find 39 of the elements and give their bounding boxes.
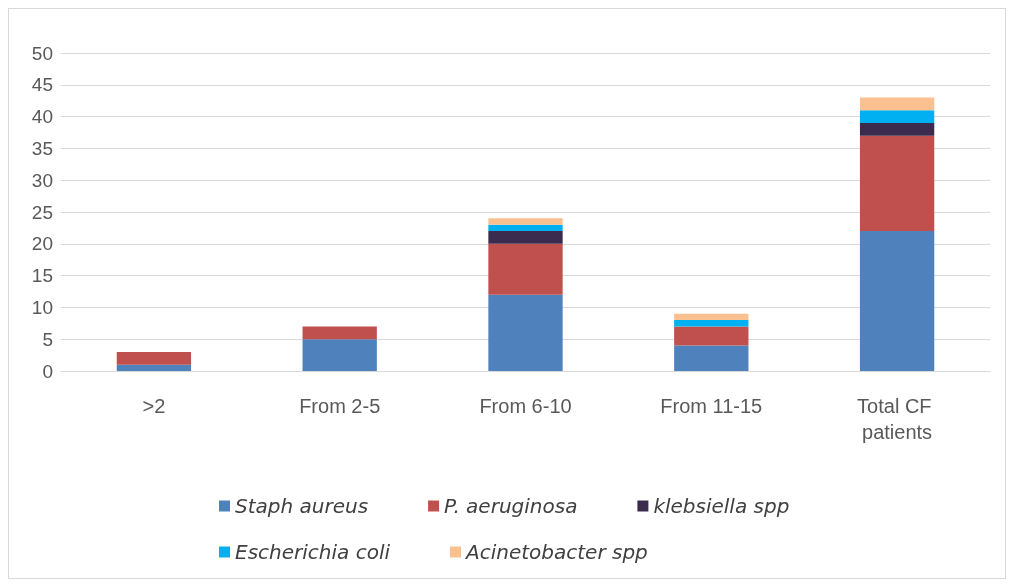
bar <box>859 97 935 111</box>
bar <box>859 110 935 123</box>
x-tick-label: >2 <box>142 395 166 417</box>
x-tick-label: From 11-15 <box>660 395 763 417</box>
bar <box>674 313 749 321</box>
x-tick-label: From 2-5 <box>299 395 381 417</box>
bar <box>674 320 749 327</box>
x-tick-label: From 6-10 <box>479 395 572 417</box>
legend-label: Staph aureus <box>235 494 369 518</box>
bar <box>488 294 563 371</box>
bar <box>488 218 563 225</box>
legend-label: Escherichia coli <box>235 540 391 564</box>
y-tick-label: 20 <box>31 233 53 255</box>
bar <box>488 231 563 244</box>
y-tick-label: 5 <box>42 328 53 350</box>
bar <box>116 364 192 371</box>
y-tick-label: 0 <box>42 360 53 382</box>
legend-label: Acinetobacter spp <box>464 540 648 564</box>
bar <box>116 351 192 365</box>
bar <box>674 326 749 346</box>
y-tick-label: 25 <box>31 201 53 223</box>
y-tick-label: 50 <box>31 42 53 64</box>
bar <box>302 339 377 371</box>
bar <box>488 243 563 295</box>
y-tick-label: 40 <box>31 106 53 128</box>
bar <box>302 326 377 340</box>
bar <box>674 345 749 371</box>
x-tick-label: Total CF patients <box>857 395 938 443</box>
y-tick-label: 15 <box>31 265 53 287</box>
legend-label: P. aeruginosa <box>444 494 578 518</box>
y-tick-label: 35 <box>31 137 53 159</box>
legend-label: klebsiella spp <box>653 494 790 518</box>
bar <box>859 135 935 232</box>
bar <box>859 231 935 371</box>
bar <box>859 122 935 136</box>
y-tick-label: 30 <box>31 169 53 191</box>
y-tick-label: 45 <box>31 74 53 96</box>
bar <box>488 224 563 232</box>
y-tick-label: 10 <box>31 296 53 318</box>
